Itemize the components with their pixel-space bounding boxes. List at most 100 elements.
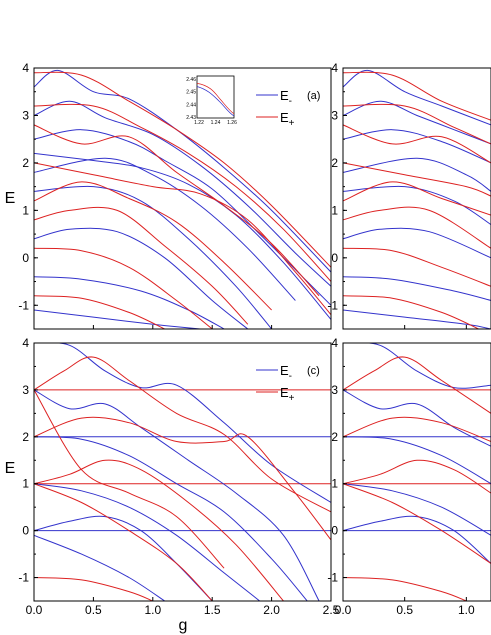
panel-frame	[33, 342, 332, 602]
series-line-E-minus-9	[343, 483, 491, 536]
series-line-E-minus-1	[343, 69, 491, 126]
series-line-E-plus-15	[343, 577, 467, 601]
y-tick-label: -1	[327, 571, 338, 585]
series-line-E-plus-13	[34, 162, 331, 316]
inset-y-tick-label: 2.45	[186, 90, 196, 96]
series-line-E-minus-1	[34, 69, 331, 273]
y-tick-label: -1	[18, 571, 29, 585]
series-line-E-plus-17	[34, 295, 165, 329]
series-line-E-plus-13	[343, 459, 491, 494]
legend-label: E+	[280, 385, 295, 404]
inset-x-tick-label: 1.22	[194, 120, 204, 126]
series-line-E-plus-16	[34, 483, 213, 601]
series-line-E-plus-9	[343, 71, 491, 121]
y-tick-label: 0	[331, 251, 338, 265]
series-line-E-minus-7	[34, 227, 249, 329]
x-axis-label: g	[179, 617, 188, 634]
series-line-E-plus-14	[343, 206, 491, 249]
series-line-E-minus-4	[343, 157, 491, 192]
series-line-E-plus-16	[34, 247, 213, 329]
legend-label-subscript: +	[289, 118, 295, 129]
legend-label: E-	[280, 363, 292, 382]
series-line-E-minus-9	[34, 483, 261, 601]
series-line-E-minus-2	[34, 100, 331, 287]
series-line-E-plus-15	[343, 247, 491, 287]
series-line-E-plus-12	[343, 416, 491, 442]
series-line-E-plus-17	[34, 577, 153, 601]
series-line-E-minus-10	[343, 515, 491, 564]
series-line-E-minus-3	[343, 129, 491, 164]
series-line-E-minus-6	[34, 185, 272, 329]
y-tick-label: 2	[22, 430, 29, 444]
x-tick-label: 1.5	[204, 603, 221, 617]
inset-series-line-e-plus	[196, 83, 235, 115]
series-line-E-minus-7	[34, 389, 320, 601]
panel-frame	[33, 67, 332, 330]
x-tick-label: 2.5	[323, 603, 340, 617]
legend-label: E-	[280, 88, 292, 107]
series-line-E-minus-2	[343, 100, 491, 145]
y-tick-label: 4	[331, 336, 338, 350]
x-tick-label: 0.0	[335, 603, 352, 617]
y-tick-label: 3	[22, 383, 29, 397]
y-tick-label: 3	[331, 108, 338, 122]
y-tick-label: -1	[18, 298, 29, 312]
inset-series-line-e-minus	[196, 86, 235, 117]
series-line-E-plus-11	[343, 124, 491, 164]
y-tick-label: 0	[331, 524, 338, 538]
y-tick-label: 2	[331, 430, 338, 444]
inset: 2.46 2.45 2.44 2.431.22 1.24 1.26	[186, 75, 237, 126]
y-tick-label: 1	[22, 203, 29, 217]
y-tick-label: 4	[22, 336, 29, 350]
y-tick-label: 1	[331, 203, 338, 217]
panel-frame	[342, 342, 491, 602]
series-line-E-plus-10	[34, 71, 331, 268]
legend-label-subscript: -	[289, 96, 292, 107]
inset-y-tick-label: 2.43	[186, 115, 196, 121]
y-tick-label: 4	[331, 61, 338, 75]
panel-series-group	[343, 343, 491, 601]
panel-label: (c)	[307, 365, 320, 377]
series-line-E-plus-12	[343, 162, 491, 197]
series-line-E-minus-5	[34, 157, 296, 301]
x-tick-label: 0.5	[85, 603, 102, 617]
series-line-E-minus-9	[34, 309, 201, 329]
y-tick-label: 3	[331, 383, 338, 397]
y-tick-label: 1	[331, 477, 338, 491]
panel-series-group	[34, 343, 331, 601]
legend-label-subscript: +	[289, 393, 295, 404]
panel-series-group	[34, 69, 331, 329]
panel-1: -1 0 1 2 3 4 E- E+ (a) 2.46 2.45 2.44 2.431.22 1.24 1.…	[18, 61, 332, 330]
x-tick-label: 1.0	[458, 603, 475, 617]
series-line-E-plus-10	[343, 103, 491, 145]
x-tick-label: 2.0	[263, 603, 280, 617]
panel-frame	[342, 67, 491, 330]
legend-label: E+	[280, 110, 295, 129]
series-line-E-plus-15	[34, 206, 249, 325]
series-line-E-plus-13	[343, 181, 491, 216]
panel-series-group	[343, 69, 491, 329]
series-line-E-minus-4	[34, 152, 331, 320]
series-line-E-plus-14	[34, 459, 284, 601]
series-line-E-minus-8	[343, 309, 491, 329]
series-line-E-plus-16	[343, 295, 479, 329]
series-line-E-minus-6	[343, 227, 491, 259]
series-line-E-minus-6	[34, 343, 331, 503]
series-line-E-minus-6	[343, 343, 491, 389]
series-line-E-plus-12	[34, 356, 331, 513]
legend-label-subscript: -	[289, 371, 292, 382]
y-axis-label-top: E	[5, 190, 16, 207]
y-tick-label: 1	[22, 477, 29, 491]
series-line-E-plus-15	[34, 389, 225, 569]
series-line-E-plus-11	[34, 103, 331, 282]
series-line-E-plus-13	[34, 416, 331, 541]
inset-y-tick-label: 2.44	[186, 102, 196, 108]
y-tick-label: 4	[22, 61, 29, 75]
inset-y-tick-label: 2.46	[186, 77, 196, 83]
y-axis-label-bottom: E	[5, 460, 16, 477]
panel-4: -1 0 1 2 3 4 0.0 0.5 1.0	[327, 336, 491, 617]
y-tick-label: -1	[327, 298, 338, 312]
series-line-E-minus-7	[343, 276, 491, 301]
